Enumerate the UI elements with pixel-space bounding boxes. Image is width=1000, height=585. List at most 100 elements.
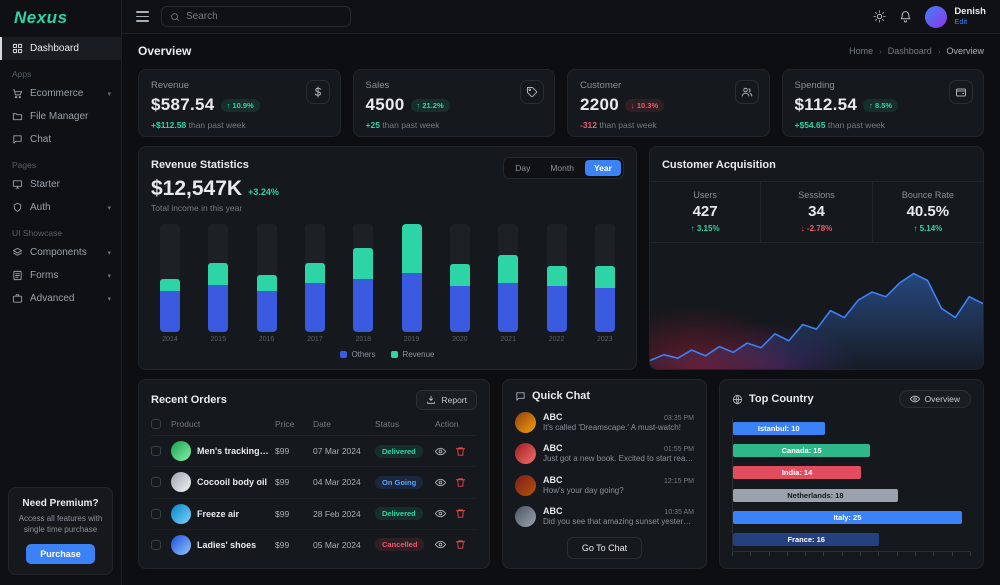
delete-icon[interactable] bbox=[455, 539, 466, 550]
bar-group: 2022 bbox=[546, 224, 568, 343]
delete-icon[interactable] bbox=[455, 446, 466, 457]
stat-badge: ↑ 21.2% bbox=[410, 98, 450, 112]
sidebar-item-dashboard[interactable]: Dashboard bbox=[0, 37, 121, 60]
search-input[interactable] bbox=[186, 11, 342, 22]
sidebar-item-advanced[interactable]: Advanced ▾ bbox=[0, 287, 121, 310]
delete-icon[interactable] bbox=[455, 508, 466, 519]
bar-track bbox=[401, 224, 422, 332]
bar-stack[interactable] bbox=[353, 248, 374, 332]
country-bar[interactable]: France: 16 bbox=[733, 533, 880, 547]
sidebar-item-file-manager[interactable]: File Manager bbox=[0, 105, 121, 128]
page-title: Overview bbox=[138, 44, 192, 58]
chat-message[interactable]: ABC 12:15 PM How's your day going? bbox=[515, 474, 694, 496]
chat-message[interactable]: ABC 03:35 PM It's called 'Dreamscape.' A … bbox=[515, 412, 694, 434]
dollar-icon bbox=[305, 80, 330, 104]
product-price: $99 bbox=[275, 477, 290, 488]
bar-stack[interactable] bbox=[401, 224, 422, 332]
bar-stack[interactable] bbox=[594, 265, 615, 332]
bottom-row: Recent Orders Report Product Price Date … bbox=[138, 379, 984, 569]
country-overview-button[interactable]: Overview bbox=[898, 390, 971, 408]
bar-track bbox=[256, 224, 277, 332]
sidebar-item-chat[interactable]: Chat bbox=[0, 128, 121, 151]
stat-note: than past week bbox=[827, 120, 886, 130]
bar-stack[interactable] bbox=[498, 254, 519, 332]
recent-orders-title: Recent Orders bbox=[151, 394, 227, 406]
tab-day[interactable]: Day bbox=[515, 163, 531, 173]
sidebar-item-starter[interactable]: Starter bbox=[0, 173, 121, 196]
bar-group: 2015 bbox=[207, 224, 229, 343]
delete-icon[interactable] bbox=[455, 477, 466, 488]
brand-logo[interactable]: Nexus bbox=[14, 8, 68, 27]
bar-stack[interactable] bbox=[256, 274, 277, 332]
stat-label: Customer bbox=[580, 80, 622, 91]
select-all-checkbox[interactable] bbox=[151, 419, 161, 429]
bar-stack[interactable] bbox=[208, 262, 229, 332]
page-header: Overview Home › Dashboard › Overview bbox=[138, 42, 984, 60]
breadcrumb-dashboard[interactable]: Dashboard bbox=[887, 46, 932, 56]
bar-segment-others bbox=[546, 286, 567, 332]
stat-note: than past week bbox=[188, 120, 246, 130]
row-checkbox[interactable] bbox=[151, 477, 161, 488]
monitor-icon bbox=[12, 180, 23, 189]
acquisition-chart-svg bbox=[649, 243, 983, 369]
sidebar-item-forms[interactable]: Forms ▾ bbox=[0, 264, 121, 287]
sidebar-item-components[interactable]: Components ▾ bbox=[0, 241, 121, 264]
bar-stack[interactable] bbox=[304, 262, 325, 332]
user-edit-link[interactable]: Edit bbox=[954, 17, 968, 27]
briefcase-icon bbox=[12, 294, 23, 303]
revenue-bars: 2014 2015 2016 2017 2018 2019 2020 2021 2022 2023 bbox=[151, 224, 624, 343]
bar-stack[interactable] bbox=[160, 279, 180, 332]
bar-stack[interactable] bbox=[449, 263, 470, 332]
sidebar-item-label: Advanced bbox=[30, 293, 75, 304]
components-icon bbox=[12, 247, 23, 256]
table-row: Cocooil body oil $99 04 Mar 2024 On Goin… bbox=[151, 467, 477, 499]
country-bar[interactable]: Canada: 15 bbox=[733, 443, 871, 457]
chevron-down-icon: ▾ bbox=[107, 204, 111, 212]
bar-year-label: 2022 bbox=[548, 336, 565, 343]
axis-tick bbox=[768, 552, 770, 556]
view-icon[interactable] bbox=[435, 539, 446, 550]
chat-message[interactable]: ABC 01:55 PM Just got a new book. Excited… bbox=[515, 443, 694, 465]
user-menu[interactable]: Denish Edit bbox=[925, 5, 986, 28]
go-to-chat-button[interactable]: Go To Chat bbox=[566, 537, 643, 559]
chat-message[interactable]: ABC 10:35 AM Did you see that amazing sun… bbox=[515, 505, 694, 527]
bar-stack[interactable] bbox=[546, 265, 567, 332]
sun-icon bbox=[873, 10, 886, 23]
country-bar[interactable]: Italy: 25 bbox=[733, 510, 962, 524]
tab-year[interactable]: Year bbox=[584, 160, 621, 176]
country-bar[interactable]: Istanbul: 10 bbox=[733, 421, 825, 435]
message-text: Just got a new book. Excited to start re… bbox=[543, 454, 694, 464]
bar-year-label: 2014 bbox=[162, 336, 178, 343]
axis-tick bbox=[914, 552, 916, 556]
bar-group: 2023 bbox=[594, 224, 616, 343]
recent-orders-card: Recent Orders Report Product Price Date … bbox=[138, 379, 490, 569]
report-button[interactable]: Report bbox=[416, 390, 477, 410]
country-bar[interactable]: Netherlands: 18 bbox=[733, 488, 898, 502]
tab-month[interactable]: Month bbox=[550, 163, 574, 173]
purchase-button[interactable]: Purchase bbox=[26, 544, 95, 564]
country-bar[interactable]: India: 14 bbox=[733, 466, 862, 480]
message-text: Did you see that amazing sunset yesterda… bbox=[543, 516, 694, 526]
row-checkbox[interactable] bbox=[151, 508, 161, 519]
stat-delta: +25 bbox=[365, 120, 380, 130]
product-thumbnail bbox=[171, 472, 191, 493]
row-checkbox[interactable] bbox=[151, 539, 161, 550]
legend-others: Others bbox=[340, 350, 375, 359]
premium-card: Need Premium? Access all features with s… bbox=[8, 487, 113, 575]
sidebar-item-auth[interactable]: Auth ▾ bbox=[0, 196, 121, 219]
bar-track bbox=[304, 224, 325, 332]
hamburger-menu-icon[interactable] bbox=[136, 11, 149, 22]
notifications-button[interactable] bbox=[899, 10, 912, 23]
bar-track bbox=[208, 224, 229, 332]
view-icon[interactable] bbox=[435, 477, 446, 488]
sidebar-item-ecommerce[interactable]: Ecommerce ▾ bbox=[0, 82, 121, 105]
chevron-down-icon: ▾ bbox=[107, 272, 111, 280]
order-date: 04 Mar 2024 bbox=[313, 477, 361, 488]
view-icon[interactable] bbox=[435, 446, 446, 457]
view-icon[interactable] bbox=[435, 508, 446, 519]
sidebar-item-label: Ecommerce bbox=[30, 88, 84, 99]
theme-toggle-button[interactable] bbox=[873, 10, 886, 23]
row-checkbox[interactable] bbox=[151, 446, 161, 457]
breadcrumb-home[interactable]: Home bbox=[849, 46, 874, 56]
bar-segment-revenue bbox=[449, 263, 470, 287]
